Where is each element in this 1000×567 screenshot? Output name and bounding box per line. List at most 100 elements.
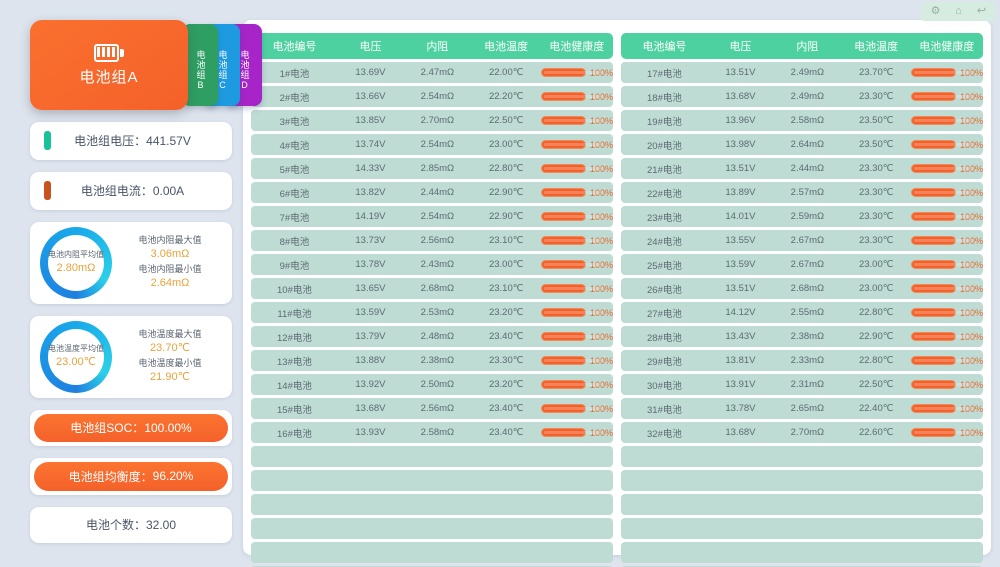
- battery-health: 100%: [910, 206, 983, 227]
- battery-voltage: 13.68V: [707, 422, 774, 443]
- battery-resistance: 2.58mΩ: [773, 110, 842, 131]
- health-percent: 100%: [960, 188, 983, 198]
- health-percent: 100%: [590, 284, 613, 294]
- empty-cell: [403, 470, 472, 491]
- battery-group-tab-a-active[interactable]: 电池组A: [30, 20, 188, 110]
- battery-health: 100%: [910, 62, 983, 83]
- gear-icon[interactable]: ⚙: [930, 5, 941, 17]
- health-bar: [540, 164, 603, 173]
- empty-cell: [707, 494, 774, 515]
- empty-cell: [540, 542, 613, 563]
- battery-resistance: 2.58mΩ: [403, 422, 472, 443]
- empty-cell: [540, 494, 613, 515]
- empty-cell: [337, 470, 404, 491]
- battery-temperature: 23.50℃: [841, 110, 911, 131]
- battery-temperature: 23.00℃: [471, 254, 541, 275]
- resistance-max-label: 电池内阻最大值: [138, 234, 202, 245]
- health-percent: 100%: [960, 260, 983, 270]
- battery-resistance: 2.43mΩ: [403, 254, 472, 275]
- battery-health: 100%: [910, 374, 983, 395]
- battery-group-tabs: 电池组B 电池组C 电池组D 电池组A: [30, 20, 262, 110]
- empty-cell: [841, 470, 911, 491]
- table-row-empty: [251, 542, 613, 563]
- empty-cell: [841, 542, 911, 563]
- battery-resistance: 2.85mΩ: [403, 158, 472, 179]
- battery-health: 100%: [910, 422, 983, 443]
- battery-id: 27#电池: [621, 302, 708, 323]
- battery-temperature: 23.00℃: [471, 134, 541, 155]
- battery-temperature: 23.30℃: [471, 350, 541, 371]
- battery-health: 100%: [540, 374, 613, 395]
- battery-temperature: 23.40℃: [471, 422, 541, 443]
- back-icon[interactable]: ↩: [976, 5, 987, 17]
- battery-temperature: 23.20℃: [471, 374, 541, 395]
- window-toolbar: ⚙ ⌂ ↩: [921, 2, 996, 21]
- battery-temperature: 23.30℃: [841, 206, 911, 227]
- health-bar: [540, 380, 603, 389]
- table-row-empty: [251, 446, 613, 467]
- home-icon[interactable]: ⌂: [955, 5, 962, 17]
- battery-resistance: 2.67mΩ: [773, 254, 842, 275]
- battery-resistance: 2.50mΩ: [403, 374, 472, 395]
- battery-id: 2#电池: [251, 86, 338, 107]
- battery-group-tab-b[interactable]: 电池组B: [182, 24, 218, 106]
- battery-temperature: 22.90℃: [841, 326, 911, 347]
- battery-temperature: 23.30℃: [841, 230, 911, 251]
- battery-id: 31#电池: [621, 398, 708, 419]
- battery-temperature: 23.40℃: [471, 398, 541, 419]
- battery-resistance: 2.44mΩ: [403, 182, 472, 203]
- table-row-empty: [621, 446, 983, 467]
- empty-cell: [337, 518, 404, 539]
- health-bar: [910, 332, 973, 341]
- health-bar: [910, 428, 973, 437]
- battery-voltage: 13.51V: [707, 278, 774, 299]
- pack-current-text: 电池组电流：0.00A: [61, 182, 204, 199]
- soc-label: 电池组SOC：: [70, 421, 145, 436]
- battery-voltage: 13.59V: [337, 302, 404, 323]
- battery-resistance: 2.53mΩ: [403, 302, 472, 323]
- health-percent: 100%: [590, 140, 613, 150]
- health-percent: 100%: [960, 212, 983, 222]
- resistance-gauge-value: 2.80mΩ: [56, 261, 96, 274]
- health-percent: 100%: [960, 284, 983, 294]
- temperature-min-label: 电池温度最小值: [138, 357, 202, 368]
- health-percent: 100%: [590, 380, 613, 390]
- battery-tables-panel: 电池编号 电压 内阻 电池温度 电池健康度 1#电池 13.69V 2.47mΩ 22…: [243, 20, 991, 567]
- battery-resistance: 2.38mΩ: [773, 326, 842, 347]
- health-bar: [910, 260, 973, 269]
- battery-count-card: 电池个数： 32.00: [30, 506, 232, 543]
- health-percent: 100%: [960, 68, 983, 78]
